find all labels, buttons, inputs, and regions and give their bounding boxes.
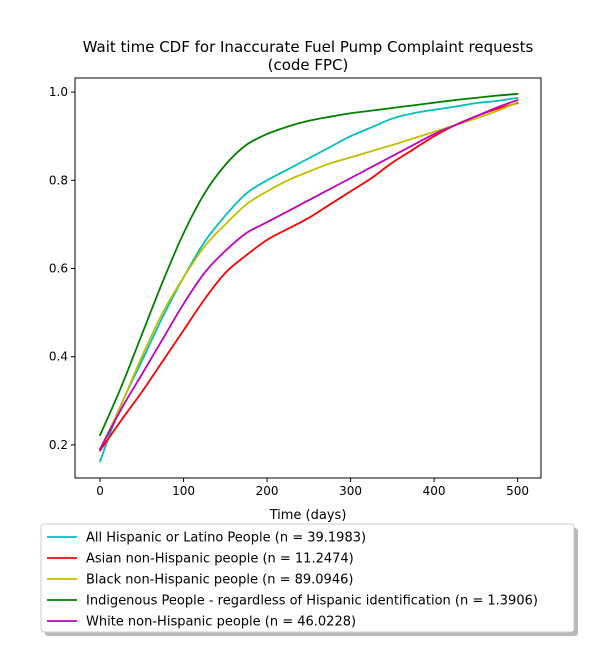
y-tick-label: 0.8: [49, 173, 68, 187]
x-tick-label: 200: [256, 484, 279, 498]
x-tick-label: 400: [423, 484, 446, 498]
legend: All Hispanic or Latino People (n = 39.19…: [40, 523, 578, 636]
series-lines: [99, 92, 519, 463]
chart-title-line2: (code FPC): [268, 56, 349, 74]
y-tick-label: 0.6: [49, 262, 68, 276]
x-tick-label: 100: [172, 484, 195, 498]
series-line-3: [99, 101, 519, 451]
legend-items: All Hispanic or Latino People (n = 39.19…: [47, 531, 538, 630]
y-tick-label: 0.2: [49, 438, 68, 452]
y-tick-label: 0.4: [49, 350, 68, 364]
axis-ticks: 0 100 200 300 400 500 0.2 0.4 0.6 0.8 1.0: [49, 85, 529, 498]
legend-box: [40, 523, 575, 633]
legend-label-1: All Hispanic or Latino People (n = 39.19…: [86, 531, 366, 546]
legend-label-3: Black non-Hispanic people (n = 89.0946): [86, 573, 353, 588]
x-axis-label: Time (days): [269, 508, 347, 523]
series-line-2: [99, 102, 519, 452]
chart-title-line1: Wait time CDF for Inaccurate Fuel Pump C…: [83, 38, 534, 56]
x-tick-label: 0: [96, 484, 104, 498]
plot-frame: [74, 77, 542, 479]
legend-label-5: White non-Hispanic people (n = 46.0228): [86, 615, 356, 630]
series-line-5: [99, 99, 519, 451]
legend-label-2: Asian non-Hispanic people (n = 11.2474): [86, 552, 354, 567]
x-tick-label: 500: [506, 484, 529, 498]
y-tick-label: 1.0: [49, 85, 68, 99]
series-line-4: [99, 92, 519, 437]
legend-label-4: Indigenous People - regardless of Hispan…: [86, 594, 538, 609]
x-tick-label: 300: [339, 484, 362, 498]
series-line-1: [99, 96, 519, 463]
